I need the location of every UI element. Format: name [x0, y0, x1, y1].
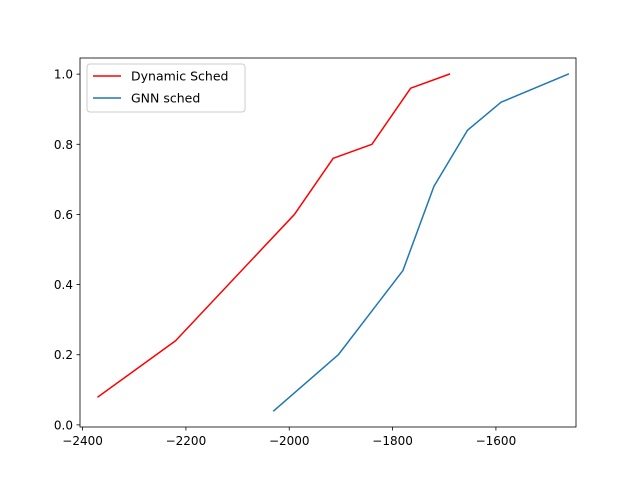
- axes-spines: [79, 57, 577, 428]
- y-tick-label: 0.0: [54, 418, 73, 432]
- x-tick-label: −1800: [372, 434, 413, 448]
- series-line-0: [97, 73, 451, 398]
- x-axis: −2400 −2200 −2000 −1800 −1600: [62, 427, 516, 448]
- y-axis: 0.0 0.2 0.4 0.6 0.8 1.0: [54, 68, 80, 432]
- legend-label-1: GNN sched: [131, 91, 200, 106]
- x-tick-label: −2200: [166, 434, 207, 448]
- axes-frame: [79, 57, 577, 428]
- x-tick-label: −2000: [269, 434, 310, 448]
- y-tick-label: 0.2: [54, 348, 73, 362]
- legend: Dynamic Sched GNN sched: [86, 63, 246, 113]
- x-tick-label: −2400: [62, 434, 103, 448]
- y-tick-label: 0.8: [54, 138, 73, 152]
- plot-background: [80, 58, 576, 427]
- series-layer: [97, 73, 570, 412]
- series-line-1: [272, 73, 570, 412]
- legend-label-0: Dynamic Sched: [131, 69, 228, 84]
- plot-area: [80, 58, 576, 427]
- y-tick-label: 0.6: [54, 208, 73, 222]
- x-tick-label: −1600: [476, 434, 517, 448]
- y-tick-label: 1.0: [54, 68, 73, 82]
- legend-box: [86, 63, 246, 113]
- y-tick-label: 0.4: [54, 278, 73, 292]
